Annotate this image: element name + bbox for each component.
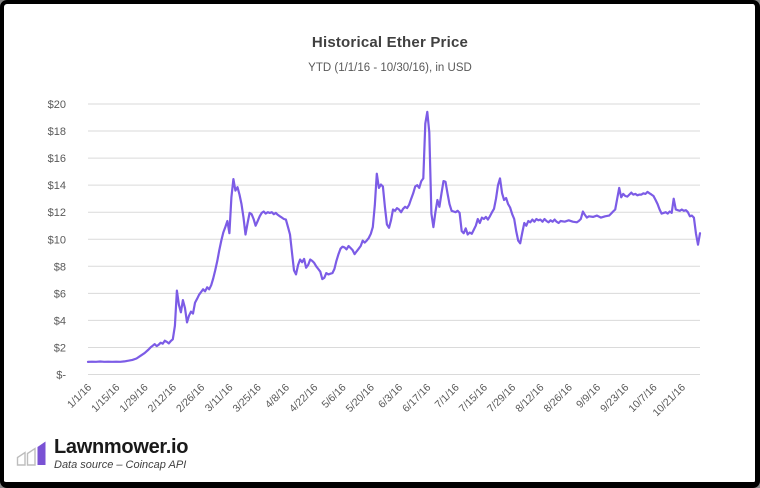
- bar-chart-blades-icon: [16, 441, 46, 466]
- y-axis-tick-label: $20: [48, 99, 66, 111]
- x-axis-tick-label: 8/12/16: [513, 382, 546, 415]
- x-axis-tick-label: 1/15/16: [89, 382, 122, 415]
- x-axis-tick-label: 5/20/16: [344, 382, 377, 415]
- y-axis-tick-label: $14: [48, 180, 66, 192]
- x-axis-tick-label: 4/22/16: [287, 382, 320, 415]
- x-axis-tick-label: 2/12/16: [146, 382, 179, 415]
- y-axis-tick-label: $8: [54, 261, 66, 273]
- y-axis-tick-label: $-: [56, 370, 66, 382]
- y-axis-tick-label: $16: [48, 153, 66, 165]
- x-axis-tick-label: 9/23/16: [598, 382, 631, 415]
- x-axis-tick-label: 2/26/16: [174, 382, 207, 415]
- y-axis-tick-label: $6: [54, 288, 66, 300]
- x-axis-tick-label: 1/29/16: [117, 382, 150, 415]
- y-axis-tick-label: $2: [54, 342, 66, 354]
- chart-title: Historical Ether Price: [311, 34, 469, 51]
- y-axis-tick-label: $18: [48, 126, 66, 138]
- x-axis-tick-label: 6/17/16: [400, 382, 433, 415]
- x-axis-tick-label: 3/25/16: [231, 382, 264, 415]
- x-axis-tick-label: 3/11/16: [203, 382, 236, 415]
- x-axis-tick-label: 7/15/16: [457, 382, 490, 415]
- ether-price-line-chart: $20$18$16$14$12$10$8$6$4$2$-1/1/161/15/1…: [48, 99, 702, 419]
- y-axis-tick-label: $4: [54, 315, 66, 327]
- y-axis-tick-label: $12: [48, 207, 66, 219]
- lawnmower-logo: Lawnmower.io Data source – Coincap API: [16, 436, 189, 471]
- price-line-series: [86, 110, 702, 363]
- logo-wordmark: Lawnmower.io: [54, 436, 189, 458]
- data-source-caption: Data source – Coincap API: [54, 459, 187, 471]
- y-axis-tick-label: $10: [48, 234, 66, 246]
- x-axis-tick-label: 7/29/16: [485, 382, 518, 415]
- chart-subtitle: YTD (1/1/16 - 10/30/16), in USD: [308, 62, 472, 74]
- x-axis-tick-label: 8/26/16: [542, 382, 575, 415]
